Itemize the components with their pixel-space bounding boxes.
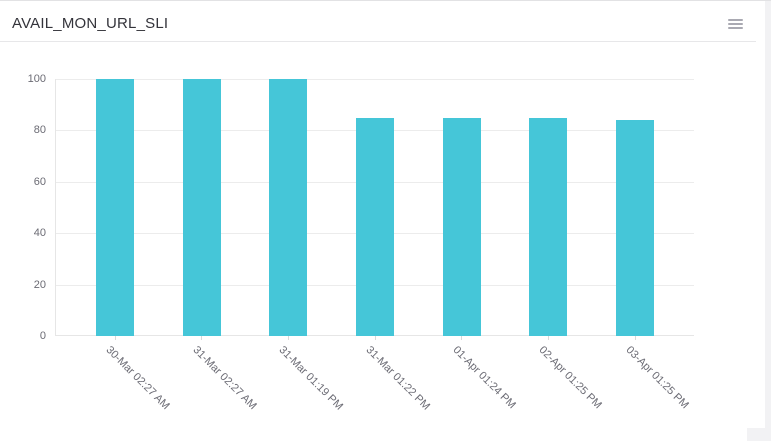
y-axis-label: 60: [33, 175, 46, 188]
y-axis-label: 40: [33, 227, 46, 240]
x-axis-tick: [634, 336, 636, 340]
y-axis-label: 100: [27, 73, 46, 85]
x-axis-tick: [114, 336, 116, 340]
y-axis-label: 80: [33, 124, 46, 137]
y-axis-label: 0: [39, 330, 46, 342]
bar[interactable]: [442, 117, 481, 336]
x-axis-tick: [374, 336, 376, 340]
x-axis-tick: [461, 336, 463, 340]
hamburger-menu-icon: [727, 27, 743, 29]
header-divider: [0, 41, 756, 42]
bar[interactable]: [529, 117, 568, 336]
x-axis-tick: [287, 336, 289, 340]
y-axis-labels: 0 20 40 60 80 100: [0, 73, 46, 342]
bar[interactable]: [269, 79, 308, 336]
widget-header: AVAIL_MON_URL_SLI: [0, 1, 756, 42]
chart-menu-button[interactable]: [725, 15, 745, 33]
x-axis-label: 31-Mar 02:27 AM: [190, 344, 259, 413]
bar-chart-plot-area: 30-Mar 02:27 AM 31-Mar 02:27 AM 31-Mar 01:…: [55, 79, 694, 413]
y-axis-label: 20: [33, 278, 46, 291]
hamburger-menu-icon: [727, 19, 743, 21]
bar[interactable]: [356, 117, 394, 336]
vertical-scrollbar[interactable]: [765, 1, 771, 441]
bar[interactable]: [182, 79, 221, 336]
x-axis-label: 03-Apr 01:25 PM: [623, 344, 691, 412]
scrollbar-corner: [747, 428, 771, 441]
x-axis-label: 31-Mar 01:22 PM: [363, 344, 433, 413]
x-axis-label: 01-Apr 01:24 PM: [450, 344, 518, 412]
x-axis-label: 30-Mar 02:27 AM: [103, 344, 172, 413]
hamburger-menu-icon: [727, 23, 743, 25]
chart-title: AVAIL_MON_URL_SLI: [12, 15, 169, 32]
bar[interactable]: [616, 120, 655, 336]
x-axis-tick: [201, 336, 203, 340]
bar[interactable]: [96, 79, 134, 336]
x-axis-label: 31-Mar 01:19 PM: [276, 344, 346, 413]
x-axis-tick: [547, 336, 549, 340]
x-axis-label: 02-Apr 01:25 PM: [536, 344, 605, 412]
gridline: [56, 79, 694, 80]
